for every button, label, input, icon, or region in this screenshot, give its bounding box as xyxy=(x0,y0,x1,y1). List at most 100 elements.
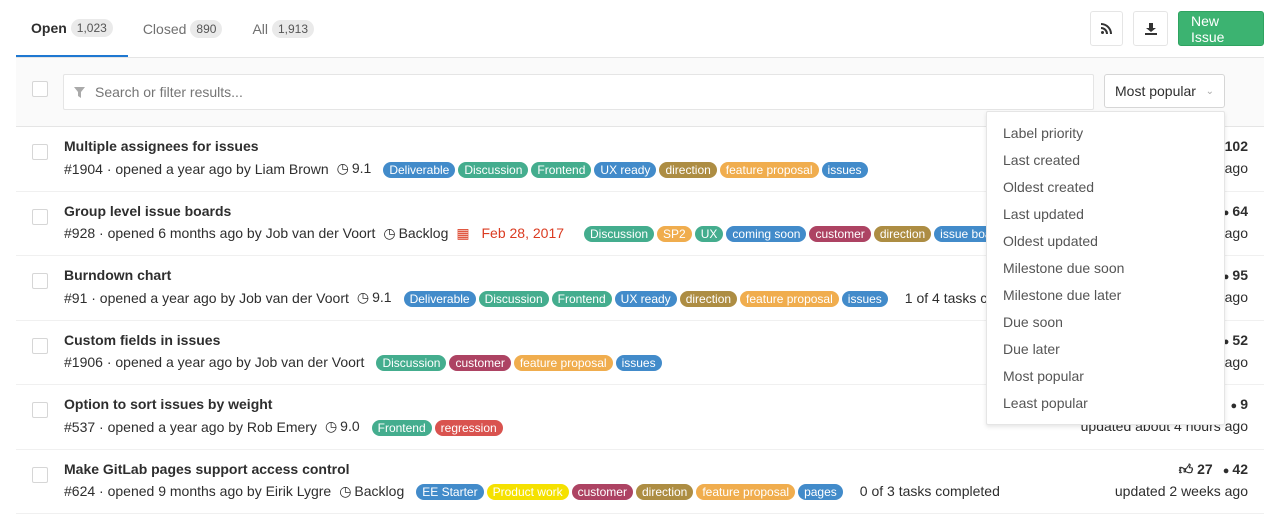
issue-reference: #537 · opened a year ago by Rob Emery xyxy=(64,419,317,435)
milestone[interactable]: ◷9.1 xyxy=(337,160,372,177)
sort-option[interactable]: Oldest created xyxy=(987,174,1224,201)
issue-meta: #1906 · opened a year ago by Job van der… xyxy=(64,354,673,370)
milestone-name: Backlog xyxy=(399,225,449,241)
row-checkbox[interactable] xyxy=(32,144,48,160)
tab-label: All xyxy=(252,21,268,37)
milestone[interactable]: ◷9.0 xyxy=(325,418,360,435)
due-date-text: Feb 28, 2017 xyxy=(482,225,565,241)
issue-label[interactable]: Frontend xyxy=(372,420,432,436)
issue-counts: 👍︎ 27● 42 xyxy=(1179,461,1248,478)
issue-label[interactable]: Discussion xyxy=(584,226,654,242)
issue-label[interactable]: issues xyxy=(842,291,888,307)
updated-time: ago xyxy=(1225,225,1248,241)
issue-label[interactable]: Deliverable xyxy=(404,291,476,307)
issue-label[interactable]: direction xyxy=(636,484,693,500)
table-row: Make GitLab pages support access control… xyxy=(16,450,1264,514)
count-badge: 890 xyxy=(190,20,222,38)
row-checkbox[interactable] xyxy=(32,467,48,483)
issue-label[interactable]: UX ready xyxy=(594,162,656,178)
sort-option[interactable]: Label priority xyxy=(987,120,1224,147)
issue-label[interactable]: issues xyxy=(822,162,868,178)
issue-meta: #537 · opened a year ago by Rob Emery ◷9.… xyxy=(64,418,514,435)
issue-meta: #1904 · opened a year ago by Liam Brown◷… xyxy=(64,160,879,177)
issue-label[interactable]: Discussion xyxy=(376,355,446,371)
issue-label[interactable]: Discussion xyxy=(479,291,549,307)
issue-label[interactable]: direction xyxy=(874,226,931,242)
milestone[interactable]: ◷Backlog xyxy=(383,225,448,242)
chevron-down-icon: ⌄ xyxy=(1206,86,1214,97)
issue-label[interactable]: Frontend xyxy=(552,291,612,307)
issue-label[interactable]: Discussion xyxy=(458,162,528,178)
issue-reference: #91 · opened a year ago by Job van der V… xyxy=(64,290,349,306)
clock-icon: ◷ xyxy=(383,225,395,241)
row-checkbox[interactable] xyxy=(32,338,48,354)
issue-label[interactable]: Product work xyxy=(487,484,569,500)
milestone[interactable]: ◷9.1 xyxy=(357,289,392,306)
issue-label[interactable]: Deliverable xyxy=(383,162,455,178)
clock-icon: ◷ xyxy=(337,160,349,176)
issue-label[interactable]: direction xyxy=(659,162,716,178)
issue-label[interactable]: UX ready xyxy=(615,291,677,307)
issue-label[interactable]: feature proposal xyxy=(720,162,819,178)
sort-option[interactable]: Last created xyxy=(987,147,1224,174)
sort-selected: Most popular xyxy=(1115,83,1196,99)
sort-dropdown[interactable]: Most popular ⌄ xyxy=(1104,74,1225,108)
download-button[interactable] xyxy=(1133,11,1168,46)
milestone-name: 9.0 xyxy=(340,418,359,434)
sort-option[interactable]: Milestone due soon xyxy=(987,255,1224,282)
issue-label[interactable]: EE Starter xyxy=(416,484,483,500)
sort-option[interactable]: Last updated xyxy=(987,201,1224,228)
issue-title[interactable]: Option to sort issues by weight xyxy=(64,396,272,412)
search-box[interactable] xyxy=(63,74,1094,110)
milestone-name: 9.1 xyxy=(372,289,391,305)
sort-option[interactable]: Oldest updated xyxy=(987,228,1224,255)
issue-title[interactable]: Custom fields in issues xyxy=(64,332,220,348)
issue-label[interactable]: customer xyxy=(572,484,633,500)
issue-label[interactable]: feature proposal xyxy=(740,291,839,307)
issue-label[interactable]: UX xyxy=(695,226,724,242)
milestone[interactable]: ◷Backlog xyxy=(339,483,404,500)
issue-label[interactable]: customer xyxy=(809,226,870,242)
sort-option[interactable]: Due later xyxy=(987,336,1224,363)
issue-label[interactable]: coming soon xyxy=(726,226,806,242)
issue-label[interactable]: feature proposal xyxy=(514,355,613,371)
issue-title[interactable]: Group level issue boards xyxy=(64,203,231,219)
sort-option[interactable]: Least popular xyxy=(987,390,1224,417)
issue-counts: ● 95 xyxy=(1223,267,1248,283)
issue-title[interactable]: Make GitLab pages support access control xyxy=(64,461,350,477)
sort-option[interactable]: Milestone due later xyxy=(987,282,1224,309)
sort-option[interactable]: Due soon xyxy=(987,309,1224,336)
row-checkbox[interactable] xyxy=(32,273,48,289)
issue-label[interactable]: customer xyxy=(449,355,510,371)
thumbs-up-icon: 👍︎ xyxy=(1179,461,1198,477)
tab-label: Open xyxy=(31,20,67,36)
row-checkbox[interactable] xyxy=(32,402,48,418)
sort-option[interactable]: Most popular xyxy=(987,363,1224,390)
issue-title[interactable]: Burndown chart xyxy=(64,267,171,283)
issue-label[interactable]: pages xyxy=(798,484,843,500)
search-input[interactable] xyxy=(95,84,995,100)
issue-meta: #928 · opened 6 months ago by Job van de… xyxy=(64,225,1025,242)
rss-button[interactable] xyxy=(1090,11,1123,46)
issue-label[interactable]: regression xyxy=(435,420,503,436)
issue-label[interactable]: Frontend xyxy=(531,162,591,178)
clock-icon: ◷ xyxy=(357,289,369,305)
new-issue-button[interactable]: New Issue xyxy=(1178,11,1264,46)
row-checkbox[interactable] xyxy=(32,209,48,225)
issue-label[interactable]: direction xyxy=(680,291,737,307)
issue-label[interactable]: feature proposal xyxy=(696,484,795,500)
issue-label[interactable]: SP2 xyxy=(657,226,692,242)
issue-label[interactable]: issues xyxy=(616,355,662,371)
clock-icon: ◷ xyxy=(339,483,351,499)
issue-title[interactable]: Multiple assignees for issues xyxy=(64,138,259,154)
comment-count: 95 xyxy=(1232,267,1248,283)
select-all-checkbox[interactable] xyxy=(32,81,48,97)
